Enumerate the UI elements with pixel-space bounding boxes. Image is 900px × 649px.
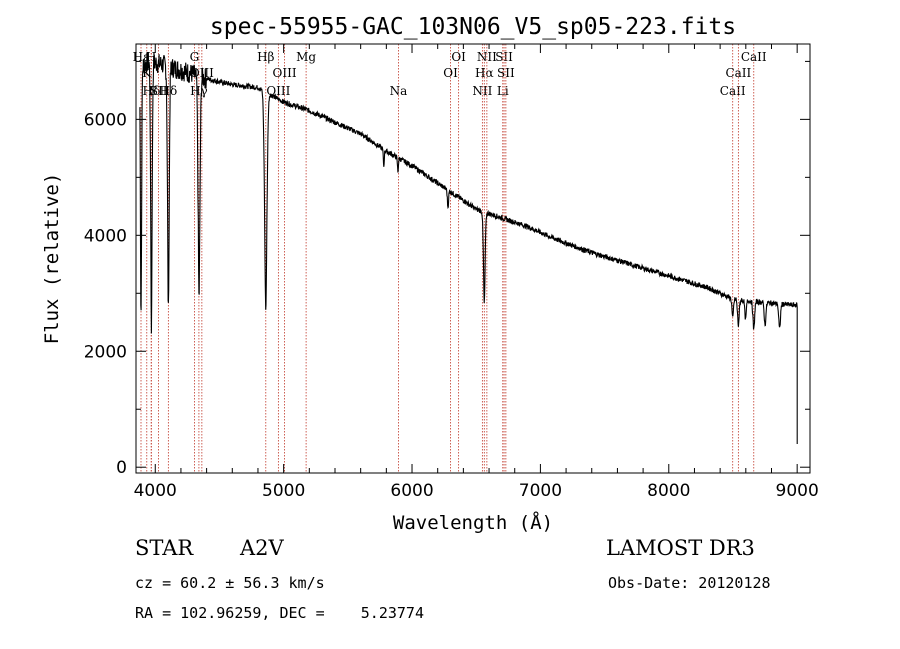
line-marker-label: Hδ [160,84,178,98]
x-tick-label: 4000 [134,481,177,501]
line-marker-label: G [190,50,200,64]
x-tick-label: 8000 [647,481,690,501]
redshift-value: cz = 60.2 ± 56.3 km/s [135,574,325,592]
line-marker-label: NII [477,50,497,64]
survey-name: LAMOST DR3 [606,536,755,560]
y-tick-label: 4000 [84,226,127,246]
line-marker-label: OIII [273,66,297,80]
x-tick-label: 5000 [262,481,305,501]
y-tick-label: 6000 [84,110,127,130]
spectrum-line [139,52,798,444]
line-marker-label: Hα [475,66,494,80]
line-marker-label: Hβ [257,50,274,64]
line-marker-label: SII [150,84,168,98]
line-marker-label: OI [451,50,466,64]
x-tick-label: 9000 [776,481,819,501]
object-class: STAR [135,536,194,560]
line-marker-label: NII [472,84,492,98]
observation-date: Obs-Date: 20120128 [608,574,771,592]
x-axis-label: Wavelength (Å) [393,511,553,534]
line-marker-label: CaII [720,84,746,98]
line-marker-label: Mg [296,50,316,64]
line-marker-label: Na [390,84,408,98]
chart-title: spec-55955-GAC_103N06_V5_sp05-223.fits [210,14,736,40]
object-subclass: A2V [240,536,284,560]
x-tick-label: 7000 [519,481,562,501]
x-tick-label: 6000 [390,481,433,501]
y-tick-label: 2000 [84,342,127,362]
line-marker-label: Hδ [143,84,161,98]
y-tick-label: 0 [116,458,127,478]
line-marker-label: SII [495,50,513,64]
plot-frame [135,43,811,474]
line-marker-label: CaII [725,66,751,80]
line-marker-label: SII [497,66,515,80]
y-axis-label: Flux (relative) [41,173,63,345]
line-marker-label: K [142,66,152,80]
line-marker-label: OI [443,66,458,80]
line-marker-label: Li [497,84,509,98]
sky-coordinates: RA = 102.96259, DEC = 5.23774 [135,604,424,622]
line-marker-label: Hγ [190,84,208,98]
line-marker-label: CaII [741,50,767,64]
